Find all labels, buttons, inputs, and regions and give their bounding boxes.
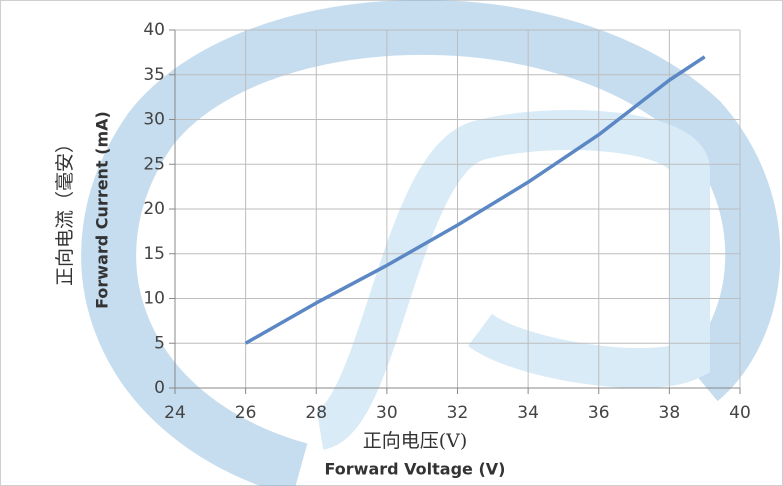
y-tick-label: 35: [143, 65, 165, 85]
x-tick-label: 28: [305, 403, 327, 423]
x-label-en: Forward Voltage (V): [325, 460, 506, 479]
x-tick-label: 24: [164, 403, 186, 423]
y-tick-label: 10: [143, 289, 165, 309]
x-tick-label: 30: [376, 403, 398, 423]
x-tick-label: 32: [447, 403, 469, 423]
data-line: [244, 55, 706, 345]
x-tick-label: 36: [588, 403, 610, 423]
y-tick-label: 5: [154, 333, 165, 353]
y-tick-label: 20: [143, 199, 165, 219]
y-label-cn: 正向电流（毫安）: [54, 134, 76, 286]
y-tick-label: 0: [154, 378, 165, 398]
y-tick-label: 15: [143, 244, 165, 264]
x-tick-label: 34: [517, 403, 539, 423]
y-tick-label: 25: [143, 154, 165, 174]
y-tick-label: 30: [143, 110, 165, 130]
y-label-en: Forward Current (mA): [93, 111, 112, 309]
y-tick-label: 40: [143, 20, 165, 40]
x-tick-label: 38: [659, 403, 681, 423]
x-tick-label: 26: [235, 403, 257, 423]
watermark: [81, 0, 781, 486]
x-tick-label: 40: [729, 403, 751, 423]
x-label-cn: 正向电压(V): [363, 430, 468, 452]
